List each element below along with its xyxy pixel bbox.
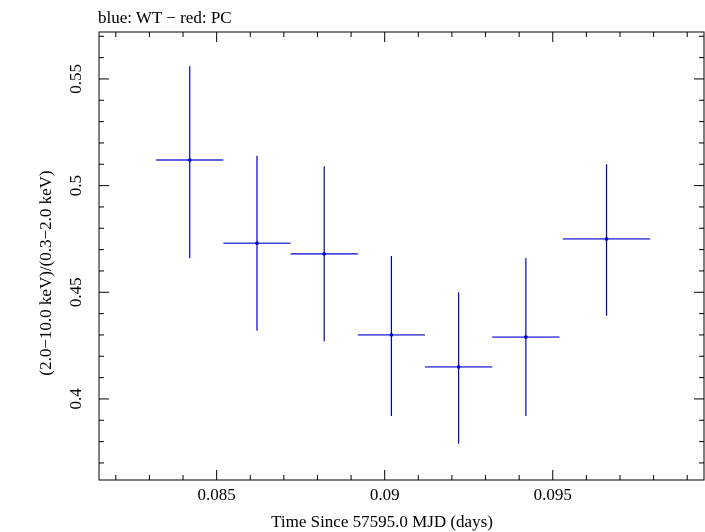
- point-marker: [604, 237, 609, 241]
- y-axis-title: (2.0−10.0 keV)/(0.3−2.0 keV): [36, 170, 55, 375]
- data-point: [562, 164, 651, 316]
- point-marker: [456, 365, 461, 369]
- y-tick-label: 0.45: [66, 277, 85, 307]
- data-point: [223, 155, 291, 331]
- data-point: [492, 258, 560, 416]
- y-tick-label: 0.4: [66, 388, 85, 410]
- point-marker: [524, 335, 528, 339]
- point-marker: [187, 158, 192, 162]
- data-point: [357, 256, 426, 416]
- plot-frame: [98, 31, 705, 481]
- chart-title: blue: WT − red: PC: [98, 8, 232, 27]
- x-tick-label: 0.09: [370, 485, 400, 504]
- data-point: [156, 66, 224, 259]
- data-marks: [156, 66, 651, 444]
- y-tick-label: 0.55: [66, 64, 85, 94]
- point-marker: [389, 333, 394, 337]
- x-tick-label: 0.085: [198, 485, 236, 504]
- ticks-layer: 0.085 0.09 0.095 0.4 0.45 0.5 0.55: [66, 32, 704, 504]
- data-point: [425, 292, 493, 444]
- data-point: [290, 166, 358, 342]
- y-tick-label: 0.5: [66, 175, 85, 196]
- x-tick-label: 0.095: [534, 485, 572, 504]
- point-marker: [322, 252, 326, 256]
- x-axis-title: Time Since 57595.0 MJD (days): [271, 512, 493, 531]
- point-marker: [255, 241, 259, 245]
